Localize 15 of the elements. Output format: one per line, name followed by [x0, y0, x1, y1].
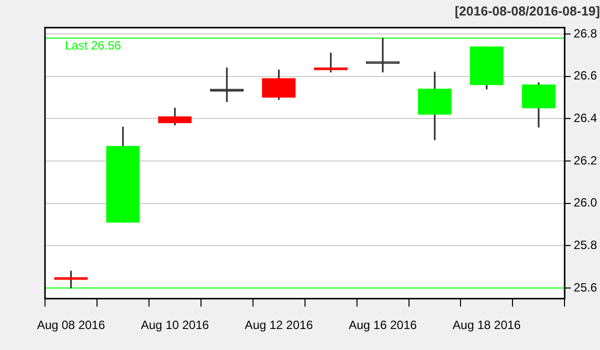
y-tick-label: 26.2	[574, 153, 598, 168]
y-tick-label: 26.4	[574, 110, 598, 125]
y-tick-label: 25.8	[574, 238, 598, 252]
x-tick-label: Aug 10 2016	[140, 318, 210, 332]
chart-subtitle: [2016-08-08/2016-08-19]	[454, 3, 600, 18]
ref-line-label: Last 26.56	[65, 38, 122, 52]
y-tick-label: 26.8	[574, 26, 598, 40]
y-tick-label: 26.6	[574, 68, 598, 83]
x-tick-label: Aug 12 2016	[244, 318, 314, 332]
y-tick-label: 25.6	[574, 280, 598, 294]
x-tick-label: Aug 16 2016	[348, 318, 418, 332]
y-tick-label: 26.0	[574, 196, 598, 210]
x-tick-label: Aug 18 2016	[452, 318, 522, 332]
candlestick	[54, 270, 88, 288]
x-tick-label: Aug 08 2016	[36, 318, 106, 332]
